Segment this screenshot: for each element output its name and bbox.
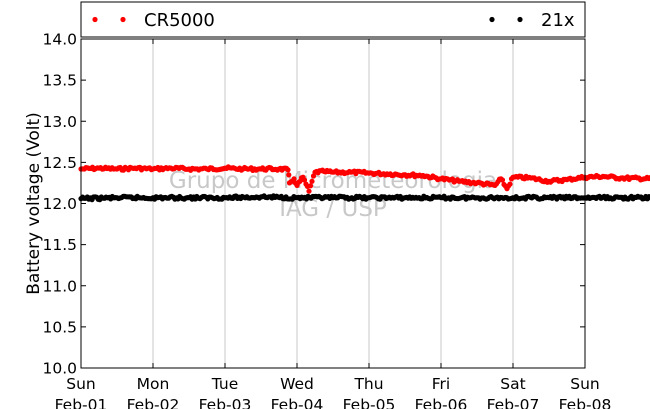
x-tick-label-date: Feb-07 <box>487 396 540 409</box>
y-tick-label: 10.0 <box>42 360 77 378</box>
x-tick-label-day: Mon <box>137 375 170 393</box>
data-point <box>309 178 315 184</box>
x-tick-label-day: Sun <box>570 375 600 393</box>
y-axis: 10.0 10.5 11.0 11.5 12.0 12.5 13.0 13.5 14.0 <box>42 31 585 378</box>
x-tick-label-date: Feb-04 <box>271 396 324 409</box>
y-tick-label: 11.5 <box>42 236 77 254</box>
grid-lines <box>152 39 514 368</box>
x-tick-label-date: Feb-08 <box>559 396 612 409</box>
watermark-line-2: IAG / USP <box>279 196 387 222</box>
data-point <box>286 172 292 178</box>
y-tick-label: 14.0 <box>42 31 77 49</box>
x-tick-label-day: Thu <box>353 375 383 393</box>
x-tick-label-date: Feb-02 <box>127 396 180 409</box>
y-tick-label: 11.0 <box>42 277 77 295</box>
legend-box <box>80 1 586 38</box>
data-point <box>291 176 297 182</box>
x-axis: Sun Feb-01 Mon Feb-02 Tue Feb-03 Wed Feb-04 Thu F… <box>55 39 612 409</box>
x-tick-label-day: Sat <box>500 375 525 393</box>
legend-marker <box>120 16 126 23</box>
legend-label: CR5000 <box>144 10 215 31</box>
legend-marker <box>92 16 98 23</box>
legend-item-21x: 21x <box>489 10 575 31</box>
data-point <box>499 177 506 183</box>
legend-label: 21x <box>541 10 575 31</box>
x-tick-label-date: Feb-05 <box>343 396 396 409</box>
legend-marker <box>489 16 495 23</box>
data-point <box>507 181 513 187</box>
series-cr5000 <box>78 164 650 194</box>
legend-item-cr5000: CR5000 <box>92 10 215 31</box>
legend: CR5000 21x <box>80 1 586 38</box>
series-layer <box>78 164 650 203</box>
x-tick-label-day: Fri <box>432 375 450 393</box>
y-tick-label: 12.5 <box>42 154 77 172</box>
y-tick-label: 13.0 <box>42 113 77 131</box>
x-tick-label-date: Feb-06 <box>415 396 468 409</box>
y-tick-label: 13.5 <box>42 72 77 90</box>
data-point <box>285 167 291 173</box>
data-point <box>307 183 314 189</box>
x-tick-label-day: Sun <box>66 375 96 393</box>
legend-marker <box>517 16 523 23</box>
x-tick-label-day: Wed <box>280 375 314 393</box>
data-point <box>301 177 308 183</box>
series-21x <box>78 193 650 203</box>
x-tick-label-date: Feb-01 <box>55 396 108 409</box>
x-tick-label-day: Tue <box>211 375 238 393</box>
y-tick-label: 10.5 <box>42 318 77 336</box>
y-tick-label: 12.0 <box>42 195 77 213</box>
y-axis-label: Battery voltage (Volt) <box>24 112 44 295</box>
x-tick-label-date: Feb-03 <box>199 396 252 409</box>
data-point <box>306 188 312 194</box>
